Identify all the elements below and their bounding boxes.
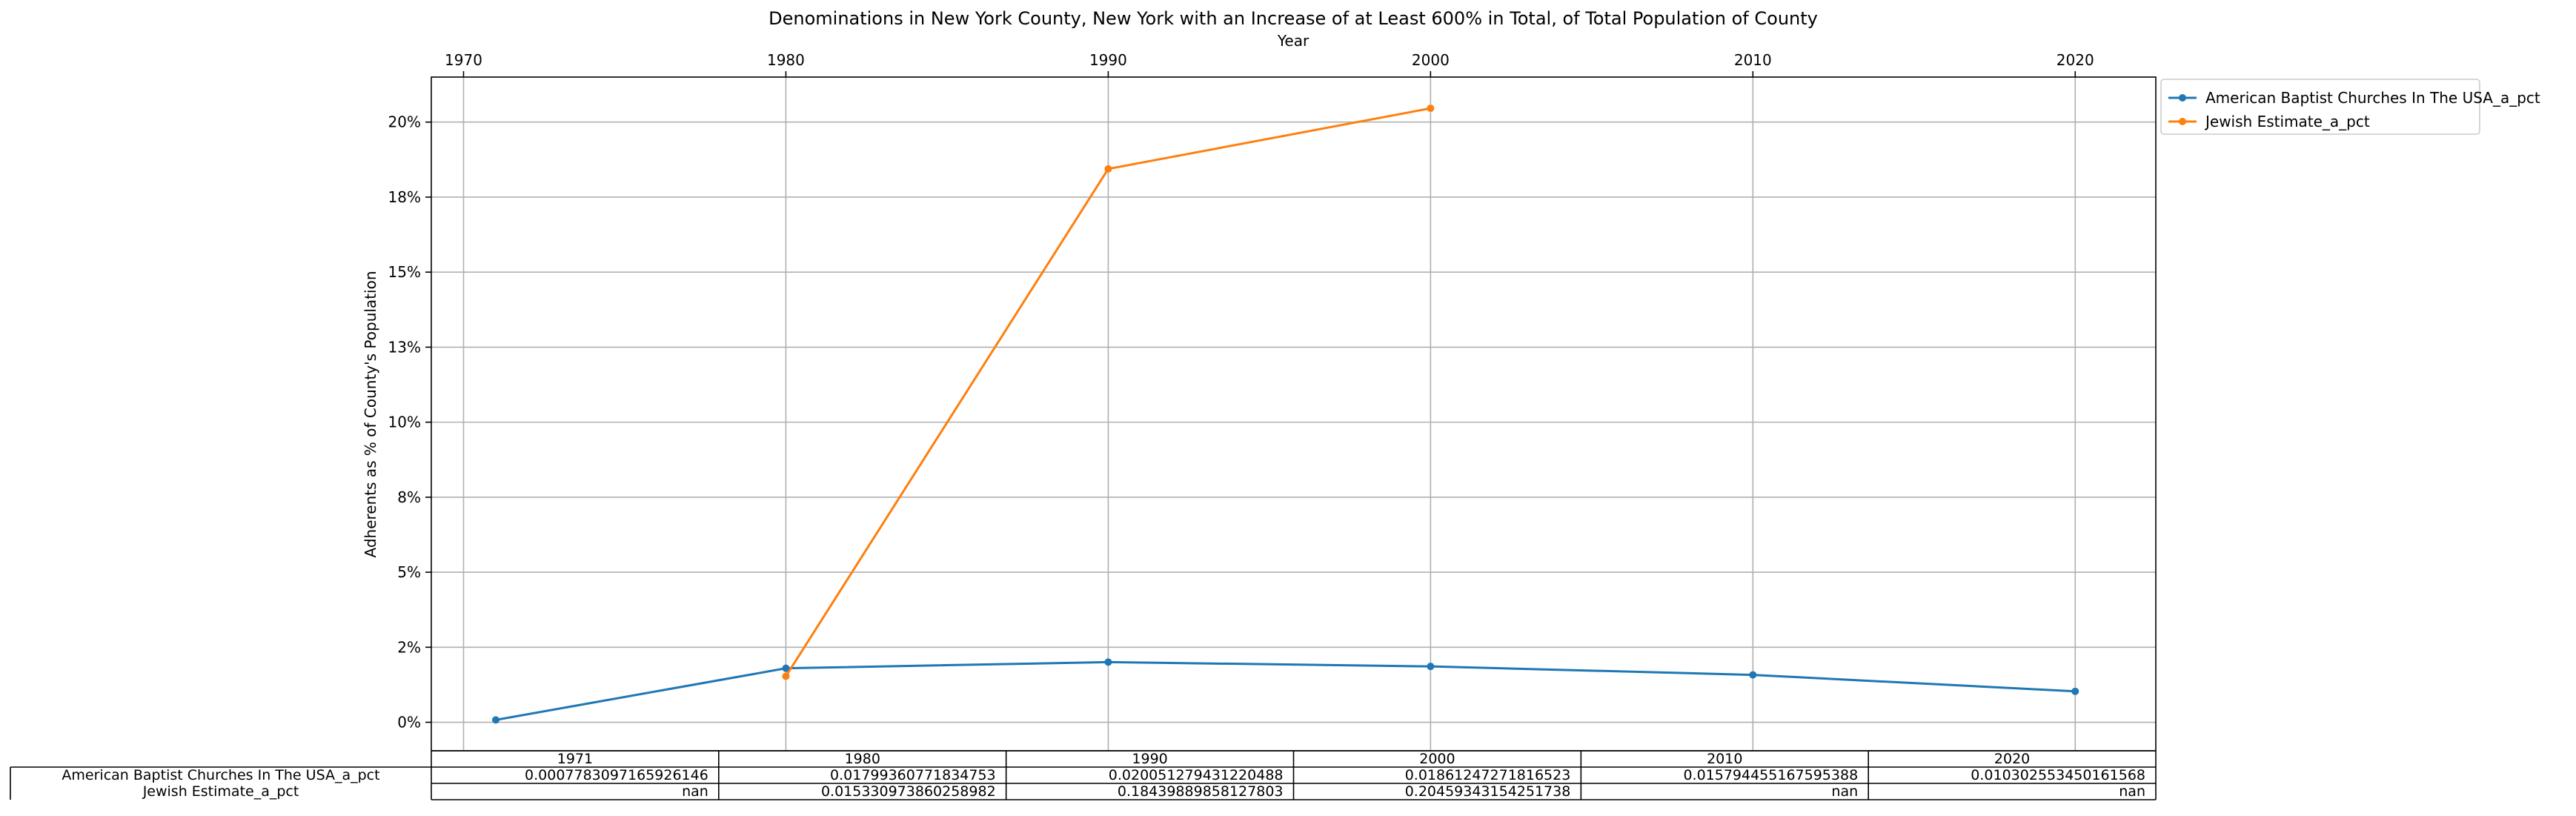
x-axis-label: Year xyxy=(1277,32,1309,50)
plot-frame xyxy=(431,76,2157,752)
legend-box xyxy=(2160,79,2480,135)
x-tick-label: 2020 xyxy=(2057,51,2094,69)
y-tick-label: 8% xyxy=(397,488,421,506)
y-tick-label: 20% xyxy=(388,113,421,131)
series-line xyxy=(495,660,2076,721)
table-column-header: 1990 xyxy=(1132,751,1167,767)
y-tick-label: 18% xyxy=(388,188,421,206)
chart-title: Denominations in New York County, New Yo… xyxy=(769,8,1818,29)
table-cell: nan xyxy=(682,783,708,800)
table-row-label: American Baptist Churches In The USA_a_p… xyxy=(62,767,379,783)
table-cell: 0.20459343154251738 xyxy=(1405,783,1571,800)
table-cell: 0.020051279431220488 xyxy=(1109,767,1284,783)
table-column-header: 2000 xyxy=(1419,751,1455,767)
data-point xyxy=(1104,165,1112,173)
table-cell: 0.010302553450161568 xyxy=(1971,767,2145,783)
legend-marker xyxy=(2179,118,2186,125)
table-cell: nan xyxy=(2119,783,2145,800)
data-point xyxy=(1749,671,1757,679)
y-tick-label: 15% xyxy=(388,263,421,281)
data-point xyxy=(1427,105,1435,113)
y-tick-label: 10% xyxy=(388,414,421,431)
x-tick-label: 1980 xyxy=(767,51,805,69)
table-cell: nan xyxy=(1831,783,1858,800)
table-cell: 0.0007783097165926146 xyxy=(525,767,708,783)
y-axis-label: Adherents as % of County's Population xyxy=(362,271,379,557)
legend: American Baptist Churches In The USA_a_p… xyxy=(2160,79,2540,135)
series-lines xyxy=(491,105,2079,724)
table-cell: 0.18439889858127803 xyxy=(1118,783,1284,800)
data-point xyxy=(1104,658,1112,666)
table-column-header: 2020 xyxy=(1994,751,2030,767)
y-tick-label: 2% xyxy=(397,638,421,656)
table-cell: 0.015794455167595388 xyxy=(1683,767,1858,783)
table-column-header: 2010 xyxy=(1707,751,1742,767)
legend-label: Jewish Estimate_a_pct xyxy=(2204,113,2370,130)
data-point xyxy=(2071,687,2079,695)
legend-label: American Baptist Churches In The USA_a_p… xyxy=(2205,89,2540,107)
table-column-header: 1980 xyxy=(845,751,880,767)
legend-marker xyxy=(2179,94,2186,102)
data-point xyxy=(491,716,499,724)
data-point xyxy=(1427,663,1435,671)
table-cell: 0.01861247271816523 xyxy=(1405,767,1571,783)
table-cell: 0.01799360771834753 xyxy=(830,767,996,783)
x-tick-label: 1990 xyxy=(1089,51,1127,69)
y-tick-label: 13% xyxy=(388,338,421,356)
table-row-label: Jewish Estimate_a_pct xyxy=(142,783,299,800)
table-column-header: 1971 xyxy=(557,751,593,767)
x-tick-label: 1970 xyxy=(445,51,482,69)
y-tick-label: 0% xyxy=(397,714,421,732)
data-table: 1971 1980 1990 2000 2010 2020 American Baptist… xyxy=(10,750,2157,800)
axis-ticks: 1970 1980 1990 2000 2010 2020 0% 2% 5% 8% 10% 13% 15… xyxy=(388,51,2094,732)
grid-lines xyxy=(431,77,2156,751)
data-point xyxy=(782,664,790,672)
x-tick-label: 2010 xyxy=(1734,51,1772,69)
x-tick-label: 2000 xyxy=(1412,51,1450,69)
data-point xyxy=(782,672,790,680)
table-cell: 0.015330973860258982 xyxy=(821,783,996,800)
y-tick-label: 5% xyxy=(397,563,421,581)
